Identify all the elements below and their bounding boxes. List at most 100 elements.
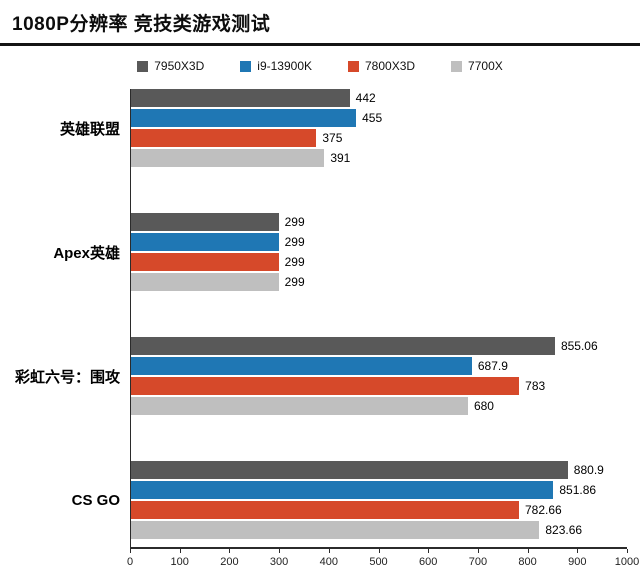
legend-item: 7800X3D: [348, 59, 415, 73]
axis-tick: [577, 549, 579, 553]
bar-7950X3D: [130, 461, 568, 479]
value-label: 455: [362, 111, 383, 125]
bar-chart: 英雄联盟 442 455 375 391 Apex英雄 299 299 299 299 彩虹六号：围…: [0, 89, 640, 571]
bar-7950X3D: [130, 213, 279, 231]
bar-row: 680: [130, 397, 640, 415]
bar-group: CS GO 880.9 851.86 782.66 823.66: [0, 461, 640, 539]
value-label: 782.66: [524, 503, 562, 517]
legend-swatch: [240, 60, 252, 72]
bar-stack: 880.9 851.86 782.66 823.66: [130, 461, 640, 539]
legend-label: i9-13900K: [257, 59, 312, 73]
value-label: 851.86: [559, 483, 597, 497]
bar-row: 299: [130, 213, 640, 231]
bar-row: 299: [130, 273, 640, 291]
chart-title: 1080P分辨率 竞技类游戏测试: [12, 14, 271, 35]
legend-label: 7700X: [468, 59, 503, 73]
axis-tick-label: 600: [419, 556, 438, 568]
axis-tick: [328, 549, 330, 553]
axis-tick: [179, 549, 181, 553]
bar-i9-13900K: [130, 233, 279, 251]
axis-tick: [279, 549, 281, 553]
value-label: 391: [330, 151, 351, 165]
axis-tick: [527, 549, 529, 553]
x-axis: 0 100 200 300 400 500 600 700 800 900 1000: [126, 547, 639, 571]
bar-row: 783: [130, 377, 640, 395]
value-label: 855.06: [560, 339, 598, 353]
bar-7950X3D: [130, 89, 350, 107]
axis-tick: [627, 549, 628, 553]
bar-stack: 855.06 687.9 783 680: [130, 337, 640, 415]
bar-row: 442: [130, 89, 640, 107]
axis-tick: [428, 549, 430, 553]
chart-legend: 7950X3D i9-13900K 7800X3D 7700X: [0, 59, 640, 73]
axis-tick: [229, 549, 231, 553]
legend-label: 7800X3D: [365, 59, 416, 73]
axis-tick-label: 800: [518, 556, 537, 568]
value-label: 375: [322, 131, 343, 145]
category-label: Apex英雄: [53, 244, 120, 262]
bar-row: 782.66: [130, 501, 640, 519]
bar-7700X: [130, 397, 468, 415]
value-label: 783: [525, 379, 546, 393]
bar-row: 823.66: [130, 521, 640, 539]
bar-group: 英雄联盟 442 455 375 391: [0, 89, 640, 167]
bar-i9-13900K: [130, 357, 472, 375]
axis-tick-label: 900: [568, 556, 587, 568]
legend-item: 7950X3D: [137, 59, 204, 73]
category-label: CS GO: [71, 491, 120, 509]
bar-row: 375: [130, 129, 640, 147]
bar-stack: 442 455 375 391: [130, 89, 640, 167]
bar-group: 彩虹六号：围攻 855.06 687.9 783 680: [0, 337, 640, 415]
axis-tick-label: 300: [269, 556, 289, 568]
axis-tick: [477, 549, 479, 553]
value-label: 442: [355, 91, 376, 105]
value-label: 880.9: [573, 463, 604, 477]
value-label: 299: [284, 215, 305, 229]
value-label: 299: [284, 275, 305, 289]
bar-row: 687.9: [130, 357, 640, 375]
axis-tick-label: 200: [220, 556, 239, 568]
bar-7950X3D: [130, 337, 555, 355]
bar-stack: 299 299 299 299: [130, 213, 640, 291]
bar-7700X: [130, 521, 540, 539]
bar-row: 851.86: [130, 481, 640, 499]
bar-7800X3D: [130, 253, 279, 271]
chart-header: 1080P分辨率 竞技类游戏测试: [0, 0, 640, 46]
legend-swatch: [348, 60, 359, 72]
bar-7700X: [130, 149, 325, 167]
legend-item: 7700X: [451, 59, 503, 73]
value-label: 823.66: [545, 523, 583, 537]
category-label: 彩虹六号：围攻: [14, 368, 120, 386]
bar-row: 880.9: [130, 461, 640, 479]
bar-group: Apex英雄 299 299 299 299: [0, 213, 640, 291]
axis-tick: [130, 549, 131, 553]
axis-tick-label: 500: [369, 556, 388, 568]
y-axis-line: [130, 89, 131, 547]
legend-swatch: [137, 60, 149, 72]
bar-row: 299: [130, 253, 640, 271]
bar-i9-13900K: [130, 481, 554, 499]
plot-area: 英雄联盟 442 455 375 391 Apex英雄 299 299 299 299 彩虹六号：围…: [0, 89, 640, 539]
axis-tick-label: 100: [170, 556, 189, 568]
bar-row: 391: [130, 149, 640, 167]
legend-label: 7950X3D: [154, 59, 205, 73]
bar-7800X3D: [130, 501, 519, 519]
axis-tick-label: 400: [319, 556, 338, 568]
value-label: 299: [284, 255, 305, 269]
axis-tick-label: 0: [126, 556, 134, 568]
bar-i9-13900K: [130, 109, 357, 127]
axis-tick: [378, 549, 380, 553]
bar-7800X3D: [130, 129, 317, 147]
legend-swatch: [451, 60, 463, 72]
bar-row: 855.06: [130, 337, 640, 355]
value-label: 687.9: [477, 359, 508, 373]
bar-7800X3D: [130, 377, 520, 395]
bar-row: 455: [130, 109, 640, 127]
axis-tick-label: 700: [468, 556, 488, 568]
legend-item: i9-13900K: [240, 59, 312, 73]
bar-row: 299: [130, 233, 640, 251]
value-label: 680: [473, 399, 494, 413]
axis-tick-label: 1000: [614, 556, 640, 568]
bar-7700X: [130, 273, 279, 291]
